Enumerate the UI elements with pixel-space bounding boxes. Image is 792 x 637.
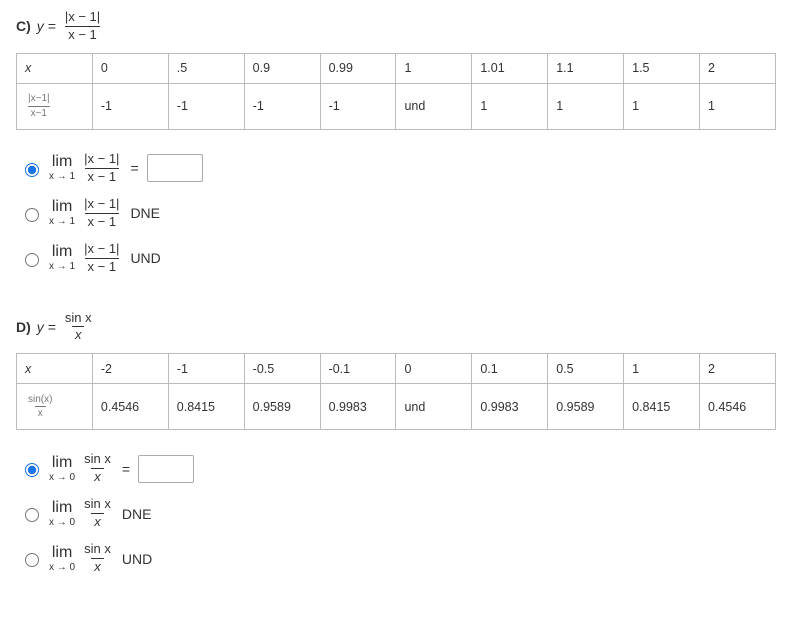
table-cell: 1 bbox=[396, 53, 472, 83]
table-cell: 2 bbox=[700, 53, 776, 83]
table-cell: 0.9983 bbox=[472, 384, 548, 430]
limit-fraction: |x − 1| x − 1 bbox=[81, 242, 122, 275]
section-c: C) y = |x − 1| x − 1 x 0 .5 0.9 0.99 1 1… bbox=[16, 10, 776, 275]
table-cell: 0.8415 bbox=[624, 384, 700, 430]
table-cell: 1 bbox=[548, 83, 624, 129]
equals-sign: = bbox=[130, 160, 138, 176]
limit-block: lim x → 0 bbox=[49, 500, 75, 528]
table-cell: -1 bbox=[168, 354, 244, 384]
table-cell: 1 bbox=[624, 83, 700, 129]
dne-text: DNE bbox=[122, 506, 152, 522]
section-d-table: x -2 -1 -0.5 -0.1 0 0.1 0.5 1 2 sin(x) x… bbox=[16, 353, 776, 430]
table-cell: 0.9589 bbox=[548, 384, 624, 430]
table-cell: 1.01 bbox=[472, 53, 548, 83]
option-limit-dne[interactable]: lim x → 0 sin x x DNE bbox=[20, 497, 776, 530]
option-limit-und[interactable]: lim x → 1 |x − 1| x − 1 UND bbox=[20, 242, 776, 275]
table-cell: 0 bbox=[92, 53, 168, 83]
limit-fraction: sin x x bbox=[81, 452, 114, 485]
row-x-label: x bbox=[17, 354, 93, 384]
table-cell: 1 bbox=[472, 83, 548, 129]
section-c-function: |x − 1| x − 1 bbox=[62, 10, 103, 43]
table-cell: 1 bbox=[624, 354, 700, 384]
table-cell: 2 bbox=[700, 354, 776, 384]
table-cell: -1 bbox=[320, 83, 396, 129]
table-cell: und bbox=[396, 384, 472, 430]
table-cell: -1 bbox=[244, 83, 320, 129]
radio-d-equals[interactable] bbox=[25, 463, 39, 477]
table-cell: 1.1 bbox=[548, 53, 624, 83]
section-d: D) y = sin x x x -2 -1 -0.5 -0.1 0 0.1 0… bbox=[16, 311, 776, 576]
section-c-options: lim x → 1 |x − 1| x − 1 = lim x → 1 |x bbox=[20, 152, 776, 275]
table-cell: -0.5 bbox=[244, 354, 320, 384]
section-d-label: D) bbox=[16, 319, 31, 335]
table-cell: 0.4546 bbox=[92, 384, 168, 430]
dne-text: DNE bbox=[130, 205, 160, 221]
option-limit-und[interactable]: lim x → 0 sin x x UND bbox=[20, 542, 776, 575]
equals-sign: = bbox=[122, 461, 130, 477]
limit-fraction: sin x x bbox=[81, 542, 114, 575]
row-fx-label: |x−1| x−1 bbox=[17, 83, 93, 129]
section-c-label: C) bbox=[16, 18, 31, 34]
table-row: x -2 -1 -0.5 -0.1 0 0.1 0.5 1 2 bbox=[17, 354, 776, 384]
option-limit-equals[interactable]: lim x → 1 |x − 1| x − 1 = bbox=[20, 152, 776, 185]
table-cell: -1 bbox=[168, 83, 244, 129]
table-cell: 0.9589 bbox=[244, 384, 320, 430]
table-row: sin(x) x 0.4546 0.8415 0.9589 0.9983 und… bbox=[17, 384, 776, 430]
section-d-options: lim x → 0 sin x x = lim x → 0 sin x bbox=[20, 452, 776, 575]
table-cell: 0.9983 bbox=[320, 384, 396, 430]
radio-d-dne[interactable] bbox=[25, 508, 39, 522]
section-d-header: D) y = sin x x bbox=[16, 311, 776, 344]
section-d-function: sin x x bbox=[62, 311, 95, 344]
y-equals: y = bbox=[37, 319, 56, 335]
answer-input-d[interactable] bbox=[138, 455, 194, 483]
table-cell: 0.99 bbox=[320, 53, 396, 83]
table-cell: -1 bbox=[92, 83, 168, 129]
table-cell: 0.4546 bbox=[700, 384, 776, 430]
limit-block: lim x → 0 bbox=[49, 455, 75, 483]
row-fx-label: sin(x) x bbox=[17, 384, 93, 430]
table-cell: -0.1 bbox=[320, 354, 396, 384]
radio-c-equals[interactable] bbox=[25, 163, 39, 177]
table-cell: 1.5 bbox=[624, 53, 700, 83]
y-equals: y = bbox=[37, 18, 56, 34]
limit-block: lim x → 1 bbox=[49, 199, 75, 227]
section-c-table: x 0 .5 0.9 0.99 1 1.01 1.1 1.5 2 |x−1| x… bbox=[16, 53, 776, 130]
limit-block: lim x → 1 bbox=[49, 244, 75, 272]
table-cell: .5 bbox=[168, 53, 244, 83]
table-row: |x−1| x−1 -1 -1 -1 -1 und 1 1 1 1 bbox=[17, 83, 776, 129]
limit-block: lim x → 1 bbox=[49, 154, 75, 182]
table-cell: 0.9 bbox=[244, 53, 320, 83]
radio-c-und[interactable] bbox=[25, 253, 39, 267]
table-cell: 0 bbox=[396, 354, 472, 384]
table-cell: -2 bbox=[92, 354, 168, 384]
table-cell: 1 bbox=[700, 83, 776, 129]
table-cell: 0.8415 bbox=[168, 384, 244, 430]
radio-d-und[interactable] bbox=[25, 553, 39, 567]
limit-fraction: sin x x bbox=[81, 497, 114, 530]
table-row: x 0 .5 0.9 0.99 1 1.01 1.1 1.5 2 bbox=[17, 53, 776, 83]
option-limit-dne[interactable]: lim x → 1 |x − 1| x − 1 DNE bbox=[20, 197, 776, 230]
answer-input-c[interactable] bbox=[147, 154, 203, 182]
option-limit-equals[interactable]: lim x → 0 sin x x = bbox=[20, 452, 776, 485]
row-x-label: x bbox=[17, 53, 93, 83]
section-c-header: C) y = |x − 1| x − 1 bbox=[16, 10, 776, 43]
table-cell: 0.1 bbox=[472, 354, 548, 384]
und-text: UND bbox=[122, 551, 152, 567]
table-cell: 0.5 bbox=[548, 354, 624, 384]
limit-fraction: |x − 1| x − 1 bbox=[81, 197, 122, 230]
radio-c-dne[interactable] bbox=[25, 208, 39, 222]
table-cell: und bbox=[396, 83, 472, 129]
und-text: UND bbox=[130, 250, 160, 266]
limit-block: lim x → 0 bbox=[49, 545, 75, 573]
limit-fraction: |x − 1| x − 1 bbox=[81, 152, 122, 185]
